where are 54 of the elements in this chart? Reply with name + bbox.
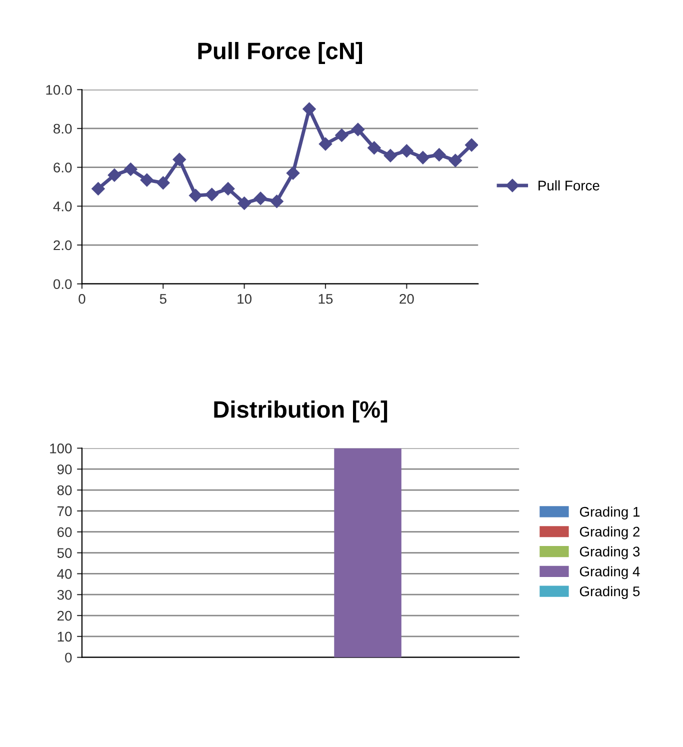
point: [351, 122, 365, 136]
y-tick-label: 4.0: [53, 202, 72, 212]
point: [238, 196, 251, 210]
point: [302, 102, 316, 116]
point: [384, 149, 398, 162]
point: [465, 138, 478, 152]
point: [448, 154, 462, 168]
y-tick-label: 6.0: [54, 162, 72, 172]
y-tick-label: 70: [58, 506, 72, 516]
y-tick-label: 0: [65, 652, 72, 663]
point: [254, 192, 268, 205]
legend-label: Grading 2: [580, 526, 640, 540]
point: [318, 137, 332, 151]
point: [416, 151, 430, 164]
y-tick-label: 10.0: [46, 84, 72, 95]
point: [124, 162, 138, 176]
y-tick-label: 20: [57, 610, 72, 621]
y-tick-label: 0.0: [53, 279, 72, 290]
chart-title: Pull Force [cN]: [198, 42, 362, 64]
x-tick-label: 10: [238, 294, 252, 304]
x-tick-label: 0: [78, 294, 86, 304]
point: [92, 182, 105, 196]
y-tick-label: 50: [57, 548, 72, 558]
chart-title: Distribution [%]: [214, 400, 388, 423]
x-tick-label: 5: [160, 294, 166, 304]
point: [172, 152, 186, 166]
point: [286, 166, 300, 180]
point: [221, 182, 235, 196]
point: [156, 176, 170, 190]
point: [270, 194, 284, 208]
point: [189, 188, 202, 202]
point: [335, 128, 348, 142]
legend-label: Grading 5: [580, 586, 640, 600]
y-tick-label: 40: [57, 569, 72, 579]
legend-label: Grading 4: [580, 566, 640, 580]
point: [140, 173, 154, 187]
point: [400, 144, 414, 158]
y-tick-label: 30: [57, 590, 72, 600]
legend-label: Grading 3: [580, 546, 640, 560]
y-tick-label: 8.0: [54, 124, 72, 134]
point: [205, 188, 218, 202]
y-tick-label: 80: [57, 485, 72, 496]
legend-label: Pull Force: [538, 180, 600, 190]
y-tick-label: 10: [58, 632, 72, 642]
x-tick-label: 20: [400, 294, 414, 304]
y-tick-label: 2.0: [54, 240, 72, 250]
point: [368, 141, 381, 154]
point: [108, 168, 122, 182]
y-tick-label: 100: [50, 444, 72, 454]
point: [432, 148, 446, 162]
y-tick-label: 90: [57, 464, 72, 474]
y-tick-label: 60: [57, 527, 72, 538]
x-tick-label: 15: [318, 294, 333, 304]
legend-label: Grading 1: [580, 506, 640, 520]
